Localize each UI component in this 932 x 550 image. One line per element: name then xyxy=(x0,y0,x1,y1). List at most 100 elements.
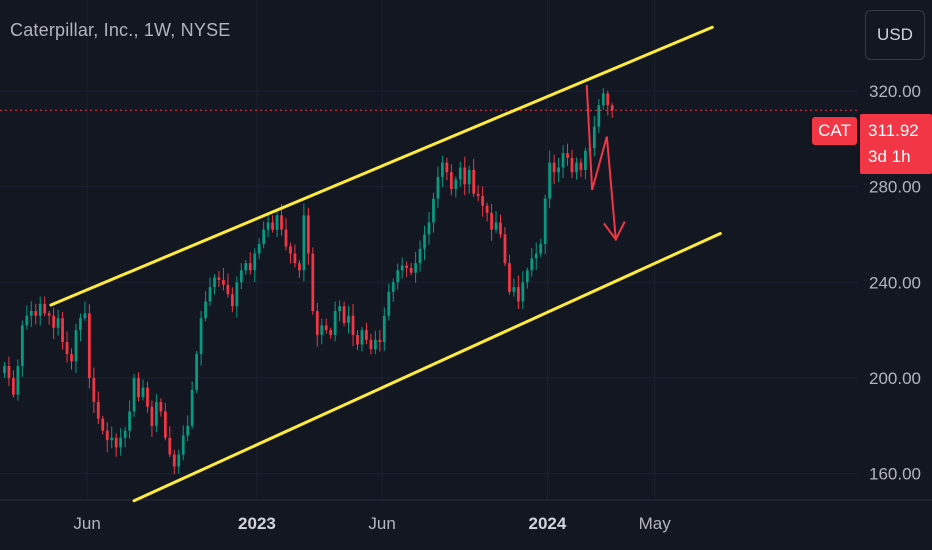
candle xyxy=(119,428,123,456)
candle xyxy=(548,150,552,209)
candle-body xyxy=(561,153,565,168)
y-tick-label: 200.00 xyxy=(869,369,921,388)
channel-lines[interactable] xyxy=(49,25,722,503)
candle xyxy=(298,259,301,278)
candle-body xyxy=(543,198,547,245)
last-price-label: 311.92 3d 1h xyxy=(860,114,932,174)
candle-body xyxy=(356,334,359,345)
candle xyxy=(610,102,614,118)
candle xyxy=(266,214,270,238)
candle-body xyxy=(52,315,56,328)
candle xyxy=(338,300,342,322)
candle xyxy=(351,304,355,347)
candle xyxy=(275,210,279,238)
candle xyxy=(208,277,212,306)
candle xyxy=(110,426,114,449)
candle xyxy=(414,251,417,283)
channel-upper-line[interactable] xyxy=(49,25,714,307)
candle xyxy=(427,212,431,245)
candle xyxy=(65,331,69,363)
candle xyxy=(400,257,404,279)
candle-body xyxy=(96,401,100,419)
candle-body xyxy=(409,267,413,273)
candle xyxy=(155,394,158,433)
channel-lower-line[interactable] xyxy=(132,231,722,503)
candle xyxy=(262,221,266,249)
candle xyxy=(539,238,543,258)
candle-body xyxy=(70,354,73,362)
candle xyxy=(199,311,203,366)
x-tick-label: 2024 xyxy=(529,514,567,533)
time-axis[interactable]: Jun 2023 Jun 2024 May xyxy=(73,514,671,533)
candle-body xyxy=(449,172,453,189)
candle-body xyxy=(16,366,20,395)
candle xyxy=(597,98,601,134)
candle-body xyxy=(315,311,319,335)
candle xyxy=(114,433,118,457)
candle-body xyxy=(195,354,199,390)
candle-body xyxy=(570,157,574,173)
candle-body xyxy=(208,287,212,302)
candle xyxy=(105,422,109,453)
candle xyxy=(230,287,234,313)
candle-body xyxy=(110,437,114,441)
candle xyxy=(311,247,315,315)
candle-body xyxy=(601,93,605,106)
candle xyxy=(257,238,261,260)
candle-body xyxy=(414,263,417,273)
candle-body xyxy=(306,215,310,254)
candle-body xyxy=(3,366,6,374)
candle xyxy=(570,149,574,179)
candle xyxy=(306,207,310,265)
candle xyxy=(342,301,346,327)
candle xyxy=(503,226,507,267)
candle xyxy=(150,400,154,437)
candle xyxy=(449,164,453,196)
candle xyxy=(382,307,386,351)
candle xyxy=(458,161,462,187)
candle-body xyxy=(503,234,507,264)
candle xyxy=(601,88,605,110)
candle xyxy=(289,242,292,264)
y-tick-label: 280.00 xyxy=(869,178,921,197)
candle xyxy=(561,144,565,178)
candle-body xyxy=(508,263,511,292)
candle-body xyxy=(387,291,391,316)
candle xyxy=(20,320,24,377)
candle-body xyxy=(230,294,234,307)
candle-body xyxy=(445,162,449,173)
candle-body xyxy=(333,311,337,335)
candle-body xyxy=(432,198,435,223)
candle xyxy=(512,278,516,297)
candle-body xyxy=(168,437,172,455)
candle xyxy=(490,204,493,241)
price-axis[interactable]: 160.00 200.00 240.00 280.00 320.00 xyxy=(869,82,921,484)
candle-body xyxy=(539,244,543,254)
arrow-path[interactable] xyxy=(585,84,617,240)
candle xyxy=(96,391,100,425)
bar-countdown: 3d 1h xyxy=(868,147,911,166)
candle-body xyxy=(83,313,87,319)
candle-body xyxy=(476,193,480,197)
candle-body xyxy=(47,313,51,316)
currency-button[interactable]: USD xyxy=(865,10,925,60)
candle-body xyxy=(25,315,29,326)
candle xyxy=(168,426,172,458)
candle xyxy=(606,90,610,116)
candle xyxy=(12,370,15,398)
candle xyxy=(3,361,6,379)
candle xyxy=(34,303,38,325)
candle xyxy=(441,155,444,188)
candle-body xyxy=(405,265,409,268)
candle-body xyxy=(128,411,131,431)
candle xyxy=(516,275,520,310)
candle-body xyxy=(275,215,279,230)
candle xyxy=(494,211,498,233)
candle xyxy=(405,261,409,278)
candle-body xyxy=(548,162,552,199)
projection-arrow[interactable] xyxy=(585,84,626,242)
arrow-head[interactable] xyxy=(603,221,626,242)
candle-body xyxy=(463,167,467,185)
